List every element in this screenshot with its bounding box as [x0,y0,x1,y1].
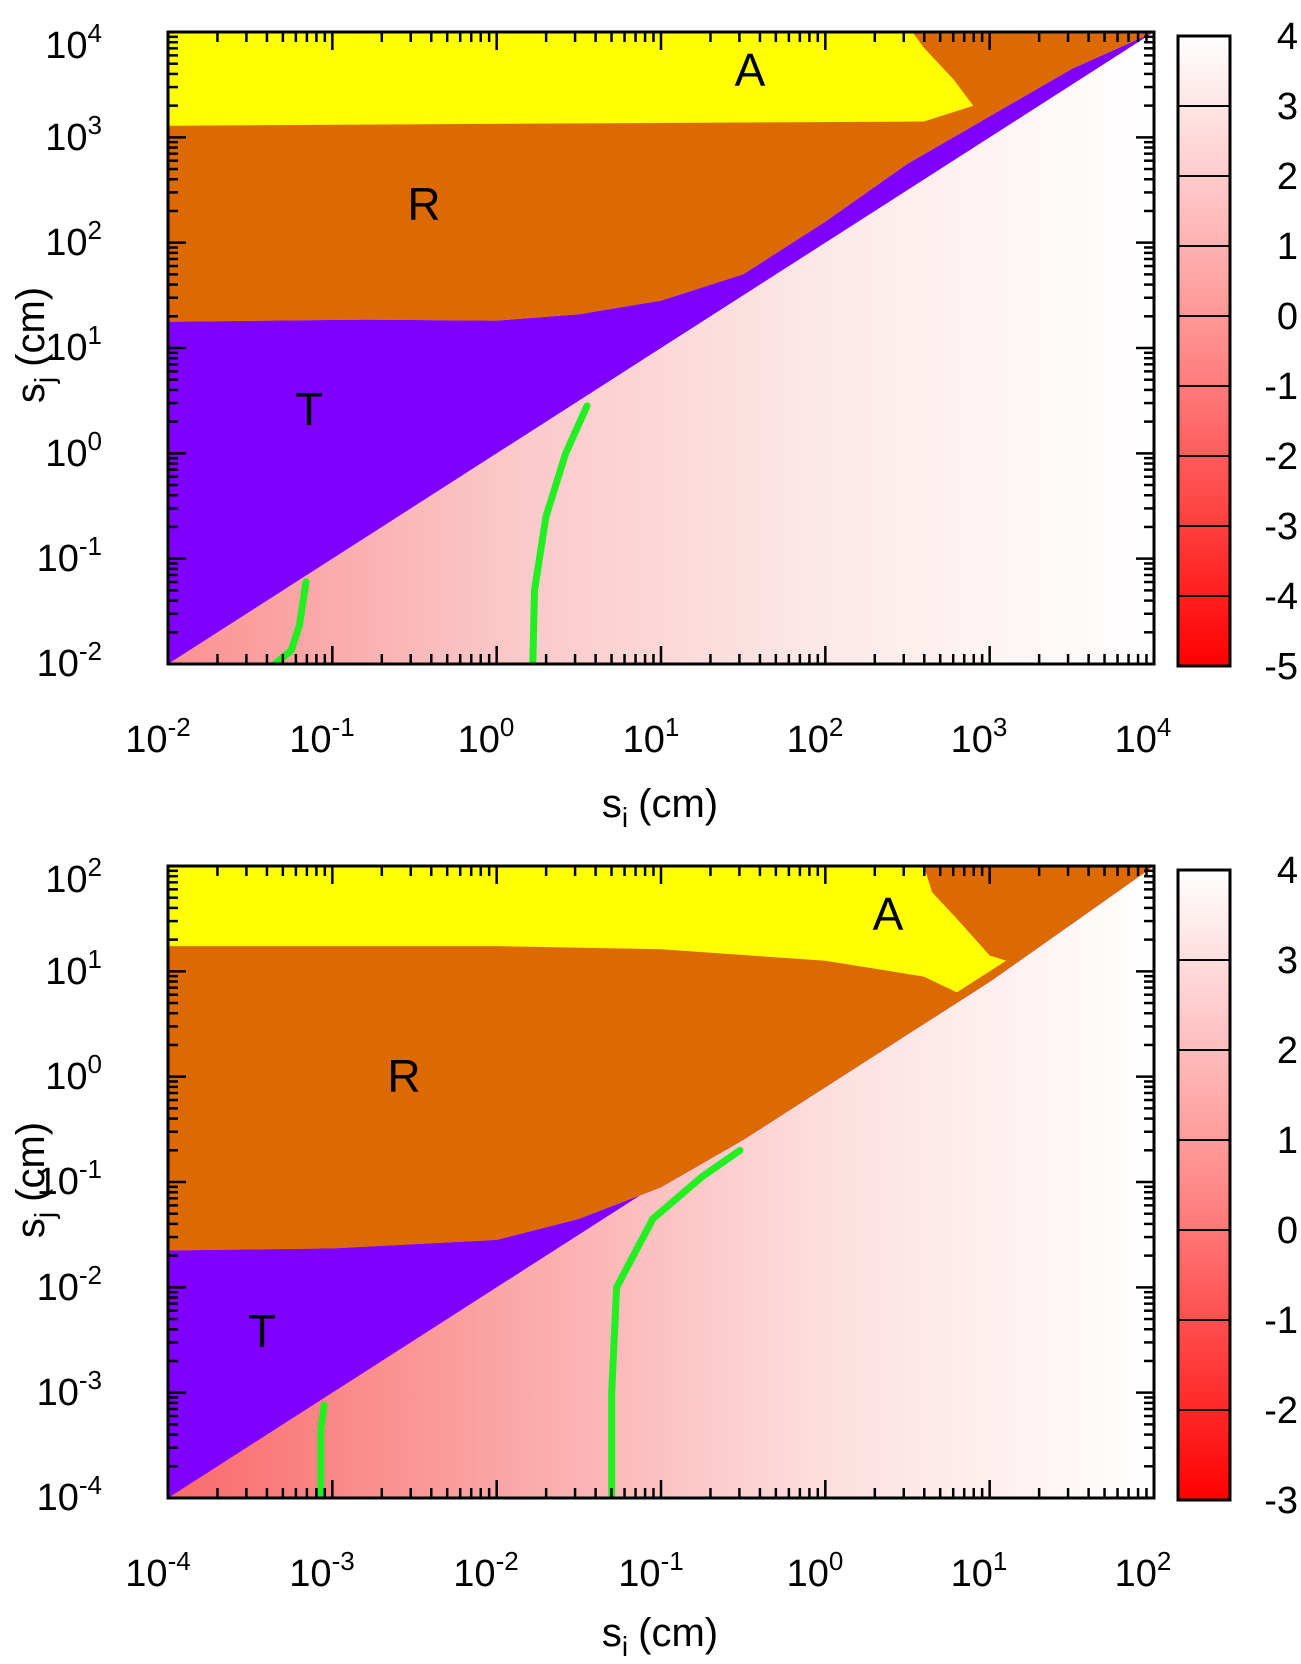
y-tick-bottom-1: 10-3 [37,1365,102,1414]
colorbar-tick-label: 0 [1277,296,1298,338]
colorbar-tick-label: 1 [1277,1120,1298,1162]
x-tick-labels-bottom: 10-4 10-3 10-2 10-1 100 101 102 [125,1546,1171,1595]
y-tick-top-2: 100 [45,426,102,475]
green-curve-bottom-1 [317,1401,328,1498]
region-label-R-bottom: R [387,1050,420,1102]
region-label-R-top: R [407,178,440,230]
colorbar-tick-label: -2 [1264,1390,1298,1432]
colorbar-tick-label: 4 [1277,16,1298,58]
region-T-top [168,32,1154,664]
colorbar-labels-bottom: 4 3 2 1 0 -1 -2 -3 [1264,850,1298,1522]
colorbar-labels-top: 4 3 2 1 0 -1 -2 -3 -4 -5 [1264,16,1298,688]
colorbar-tick-label: -2 [1264,436,1298,478]
colorbar-fill-bottom [1178,870,1230,1500]
region-A-bottom [168,866,1007,993]
y-tick-bottom-5: 101 [45,944,102,993]
y-tick-bottom-0: 10-4 [37,1470,102,1519]
colorbar-separators-top [1178,105,1230,597]
x-tick-bottom-5: 101 [951,1546,1008,1595]
y-tick-labels-top: 10-2 10-1 100 101 102 103 104 [37,18,102,685]
y-tick-top-6: 104 [45,18,102,67]
y-tick-bottom-3: 10-1 [37,1154,102,1203]
colorbar-separators-bottom [1178,959,1230,1411]
x-axis-label-bottom: si (cm) [602,1611,718,1662]
y-tick-top-5: 103 [45,110,102,159]
y-tick-top-0: 10-2 [37,636,102,685]
x-tick-top-6: 104 [1115,712,1172,761]
x-axis-label-top: si (cm) [602,782,718,833]
y-tick-top-3: 101 [45,320,102,369]
plot-area-bottom [168,866,1154,1498]
panel-bottom: A R T 10-4 10-3 10-2 10-1 100 101 102 10… [9,850,1298,1662]
colorbar-top: 4 3 2 1 0 -1 -2 -3 -4 -5 [1176,16,1298,688]
x-tick-top-5: 103 [951,712,1008,761]
x-tick-bottom-3: 10-1 [618,1546,683,1595]
y-tick-bottom-2: 10-2 [37,1260,102,1309]
colorbar-frame-top [1176,34,1232,668]
colorbar-fill-top [1178,36,1230,666]
y-tick-bottom-4: 100 [45,1049,102,1098]
colorbar-tick-label: 1 [1277,226,1298,268]
green-curve-top-2 [529,402,591,664]
colorbar-tick-label: -3 [1264,506,1298,548]
colorbar-bottom: 4 3 2 1 0 -1 -2 -3 [1176,850,1298,1522]
x-tick-labels-top: 10-2 10-1 100 101 102 103 104 [125,712,1171,761]
plot-area-top [168,32,1154,664]
colorbar-tick-label: 2 [1277,1030,1298,1072]
region-label-T-bottom: T [248,1305,276,1357]
region-label-A-top: A [735,44,766,96]
tick-marks-top [166,30,1156,666]
region-label-A-bottom: A [873,888,904,940]
x-tick-top-0: 10-2 [125,712,190,761]
x-tick-top-3: 101 [623,712,680,761]
y-tick-top-4: 102 [45,215,102,264]
y-tick-bottom-6: 102 [45,852,102,901]
colorbar-tick-label: -1 [1264,1300,1298,1342]
x-tick-bottom-0: 10-4 [125,1546,190,1595]
x-tick-top-1: 10-1 [289,712,354,761]
colorbar-tick-label: -5 [1264,646,1298,688]
green-curve-bottom-2 [608,1146,744,1498]
colorbar-tick-label: 0 [1277,1210,1298,1252]
x-tick-top-4: 102 [787,712,844,761]
region-A-top [168,32,974,126]
x-tick-top-2: 100 [458,712,515,761]
region-label-T-top: T [295,383,323,435]
y-axis-label-bottom: sj(cm) [9,1122,60,1238]
y-tick-labels-bottom: 10-4 10-3 10-2 10-1 100 101 102 [37,852,102,1519]
colorbar-tick-label: -3 [1264,1480,1298,1522]
x-tick-bottom-2: 10-2 [453,1546,518,1595]
y-axis-label-top: sj(cm) [9,287,60,403]
colorbar-tick-label: -4 [1264,576,1298,618]
panel-top: A R T 10-2 10-1 100 101 102 103 104 10-2… [9,16,1298,833]
x-tick-bottom-1: 10-3 [289,1546,354,1595]
colorbar-frame-bottom [1176,868,1232,1502]
colorbar-tick-label: -1 [1264,366,1298,408]
x-tick-bottom-6: 102 [1115,1546,1172,1595]
colorbar-tick-label: 3 [1277,940,1298,982]
tick-marks-bottom [166,864,1156,1500]
colorbar-tick-label: 4 [1277,850,1298,892]
x-tick-bottom-4: 100 [787,1546,844,1595]
y-tick-top-1: 10-1 [37,531,102,580]
colorbar-tick-label: 2 [1277,156,1298,198]
colorbar-tick-label: 3 [1277,86,1298,128]
